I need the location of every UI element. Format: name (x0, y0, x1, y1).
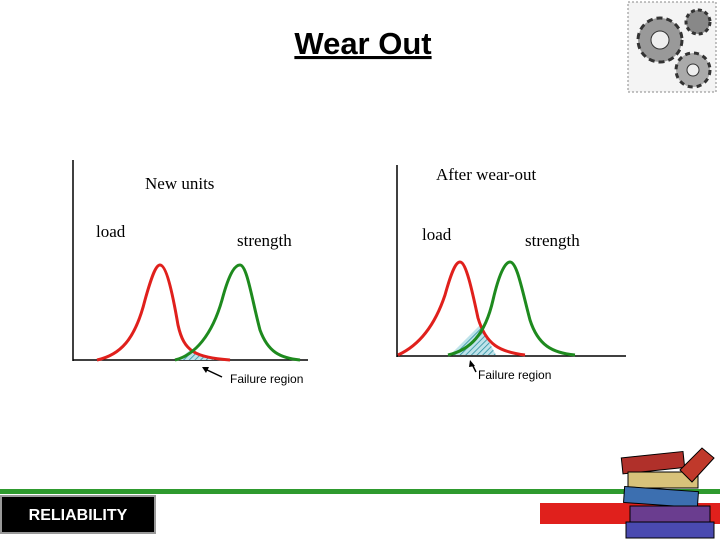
arrow (204, 368, 223, 378)
panel-new-units: New units load strength Failure region (72, 160, 308, 386)
footer-label: RELIABILITY (29, 507, 128, 524)
footer-rule (0, 489, 720, 494)
footer-badge (0, 495, 156, 534)
strength-curve (174, 263, 301, 362)
slide-title: Wear Out (294, 26, 431, 61)
load-label: load (96, 222, 126, 241)
annotation: Failure region (478, 368, 551, 382)
panel-heading: New units (145, 174, 214, 193)
gears-clipart (627, 1, 717, 93)
panel-after-wear-out: After wear-out load strength Failure reg… (396, 165, 626, 382)
panel-heading: After wear-out (436, 165, 536, 184)
failure-region (178, 350, 215, 360)
books-clipart (620, 447, 715, 539)
load-curve (96, 263, 231, 362)
strength-label: strength (525, 231, 580, 250)
annotation: Failure region (230, 372, 303, 386)
strength-curve (447, 260, 576, 357)
load-label: load (422, 225, 452, 244)
load-curve (397, 260, 526, 357)
arrow-head (469, 360, 475, 367)
strength-label: strength (237, 231, 292, 250)
arrow-head (202, 367, 209, 373)
